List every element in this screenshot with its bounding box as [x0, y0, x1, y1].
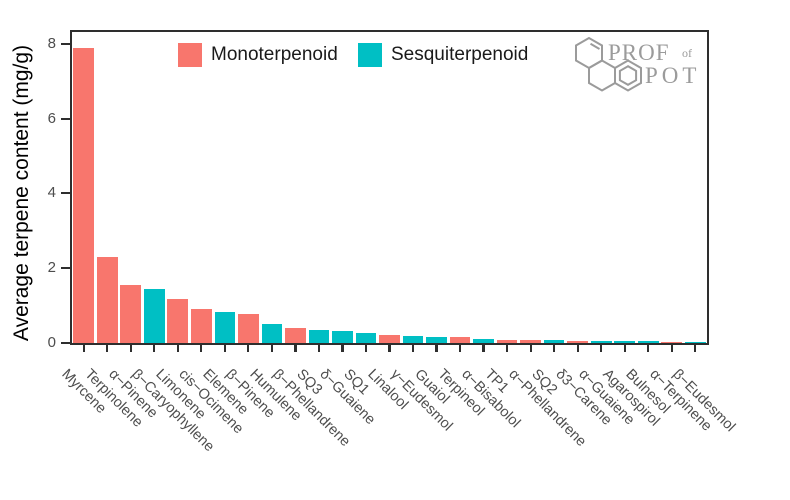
bar-SQ2: [543, 340, 565, 343]
x-tick: [223, 345, 226, 352]
bar-δ3−Carene: [567, 340, 588, 343]
prof-of-pot-logo: PROF of POT: [572, 34, 709, 98]
molecule-hexagons-icon: [575, 36, 642, 92]
bar-Limonene: [167, 298, 189, 343]
bar-Elemene: [214, 311, 236, 343]
bar-SQ1: [355, 332, 377, 343]
x-tick: [670, 345, 673, 352]
x-tick: [247, 345, 250, 352]
bar-γ−Eudesmol: [402, 336, 424, 343]
bar-δ−Guaiene: [332, 331, 353, 343]
bar-α−Pinene: [120, 284, 142, 343]
y-tick: [61, 267, 70, 270]
legend-swatch-sesquiterpenoid: [358, 43, 382, 67]
x-tick: [317, 345, 321, 352]
x-tick: [600, 345, 603, 352]
bar-TP1: [496, 339, 518, 343]
bar-β−Phellandrene: [285, 327, 306, 343]
x-tick: [529, 345, 532, 352]
bar-Agarospirol: [614, 341, 636, 343]
y-tick-label: 4: [47, 184, 56, 202]
bar-SQ3: [308, 330, 330, 343]
bar-Terpineol: [449, 337, 471, 343]
y-tick-label: 0: [47, 334, 56, 351]
y-tick: [61, 192, 70, 195]
bar-Linalool: [379, 335, 400, 343]
bar-β−Caryophyllene: [143, 288, 165, 343]
logo-text-pot: POT: [645, 63, 700, 88]
x-tick: [435, 345, 438, 352]
bar-β−Pinene: [238, 314, 259, 343]
y-tick: [61, 341, 70, 345]
y-tick-label: 6: [47, 109, 56, 127]
logo-text-prof: PROF: [608, 40, 670, 65]
x-tick: [647, 345, 650, 352]
x-tick: [388, 345, 391, 352]
x-tick: [623, 345, 626, 352]
logo-text-of: of: [682, 46, 692, 60]
x-tick: [200, 345, 203, 352]
plot-panel: [70, 30, 709, 345]
legend-swatch-monoterpenoid: [178, 43, 202, 67]
x-tick: [82, 345, 85, 352]
y-tick-label: 2: [47, 259, 56, 277]
bar-α−Bisabolol: [473, 338, 494, 343]
bar-α−Guaiene: [590, 341, 612, 343]
legend-label-sesquiterpenoid: Sesquiterpenoid: [391, 44, 529, 65]
bar-Guaiol: [426, 337, 447, 343]
bar-α−Phellandrene: [520, 340, 541, 343]
y-tick: [61, 117, 70, 120]
x-tick: [364, 345, 368, 352]
x-tick: [576, 345, 579, 352]
bar-Myrcene: [73, 47, 95, 343]
bar-Bulnesol: [637, 341, 659, 343]
x-tick: [176, 345, 179, 352]
x-tick: [153, 345, 156, 352]
bar-Humulene: [261, 323, 283, 343]
x-tick: [106, 345, 109, 352]
x-tick: [694, 345, 697, 352]
bar-α−Terpinene: [661, 341, 683, 343]
y-tick-label: 8: [47, 34, 56, 52]
bar-β−Eudesmol: [684, 341, 706, 343]
legend-item-sesquiterpenoid: Sesquiterpenoid: [358, 43, 528, 67]
x-tick: [411, 345, 415, 352]
x-tick: [553, 345, 556, 352]
bar-Terpinolene: [96, 256, 118, 343]
x-tick: [505, 345, 509, 352]
y-tick: [61, 42, 70, 45]
x-tick: [129, 345, 132, 352]
bars-container: [72, 32, 707, 343]
legend-label-monoterpenoid: Monoterpenoid: [211, 44, 338, 65]
x-tick: [482, 345, 485, 352]
bar-cis−Ocimene: [191, 308, 212, 343]
x-tick: [294, 345, 297, 352]
x-tick: [341, 345, 344, 352]
x-tick: [270, 345, 273, 352]
legend-item-monoterpenoid: Monoterpenoid: [178, 43, 338, 67]
x-tick: [458, 345, 462, 352]
